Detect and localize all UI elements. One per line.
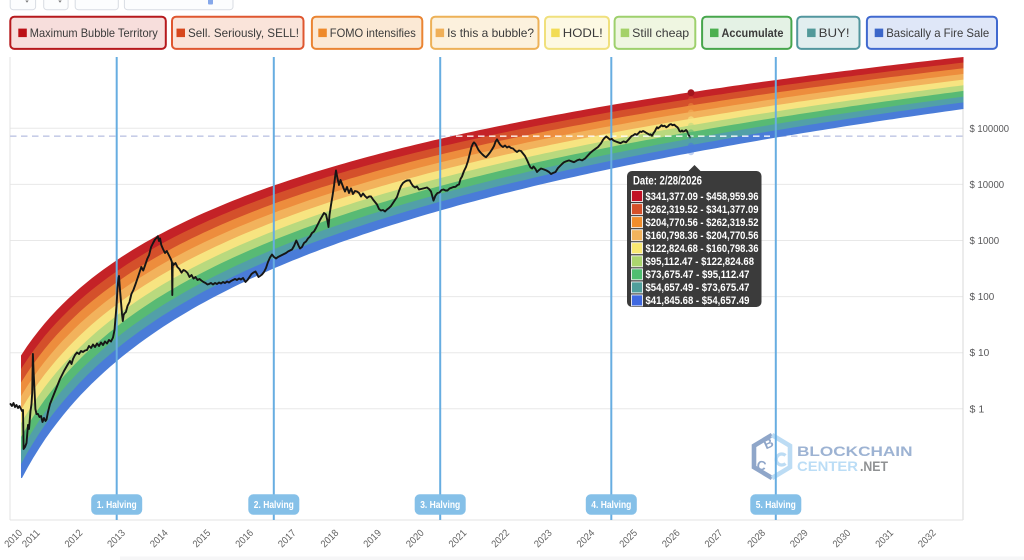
- svg-text:Maximum Bubble Territory: Maximum Bubble Territory: [30, 26, 158, 40]
- svg-text:FOMO intensifies: FOMO intensifies: [330, 26, 416, 40]
- svg-text:$ 100000: $ 100000: [970, 124, 1010, 135]
- svg-text:Date: 2/28/2026: Date: 2/28/2026: [633, 174, 702, 188]
- svg-text:Sell. Seriously, SELL!: Sell. Seriously, SELL!: [188, 26, 299, 40]
- svg-text:BUY!: BUY!: [819, 26, 850, 40]
- svg-text:BLOCKCHAIN: BLOCKCHAIN: [797, 444, 913, 459]
- svg-text:$54,657.49 - $73,675.47: $54,657.49 - $73,675.47: [646, 282, 750, 294]
- svg-text:$160,798.36 - $204,770.56: $160,798.36 - $204,770.56: [646, 230, 759, 242]
- svg-text:$73,675.47 - $95,112.47: $73,675.47 - $95,112.47: [646, 269, 750, 281]
- svg-text:2. Halving: 2. Halving: [254, 500, 294, 511]
- svg-text:Basically a Fire Sale: Basically a Fire Sale: [886, 26, 989, 40]
- svg-text:5. Halving: 5. Halving: [756, 500, 796, 511]
- svg-text:C: C: [755, 457, 768, 474]
- svg-text:3. Halving: 3. Halving: [420, 500, 460, 511]
- svg-text:Is this a bubble?: Is this a bubble?: [447, 26, 534, 40]
- svg-text:.NET: .NET: [860, 459, 889, 474]
- svg-text:Still cheap: Still cheap: [632, 26, 689, 40]
- svg-text:1. Halving: 1. Halving: [97, 500, 137, 511]
- svg-text:$ 1: $ 1: [970, 404, 985, 415]
- svg-text:$ 100: $ 100: [970, 292, 995, 303]
- svg-text:HODL!: HODL!: [563, 26, 603, 40]
- svg-text:$ 1000: $ 1000: [970, 236, 1000, 247]
- svg-text:$95,112.47 - $122,824.68: $95,112.47 - $122,824.68: [646, 256, 755, 268]
- svg-text:$41,845.68 - $54,657.49: $41,845.68 - $54,657.49: [646, 295, 750, 307]
- svg-text:$ 10000: $ 10000: [970, 180, 1005, 191]
- svg-text:$341,377.09 - $458,959.96: $341,377.09 - $458,959.96: [646, 191, 759, 203]
- svg-text:$262,319.52 - $341,377.09: $262,319.52 - $341,377.09: [646, 204, 759, 216]
- svg-text:CENTER: CENTER: [797, 459, 858, 474]
- svg-text:$122,824.68 - $160,798.36: $122,824.68 - $160,798.36: [646, 243, 759, 255]
- svg-text:$ 10: $ 10: [970, 348, 990, 359]
- svg-text:$204,770.56 - $262,319.52: $204,770.56 - $262,319.52: [646, 217, 759, 229]
- svg-text:Accumulate: Accumulate: [722, 26, 784, 40]
- svg-text:4. Halving: 4. Halving: [591, 500, 631, 511]
